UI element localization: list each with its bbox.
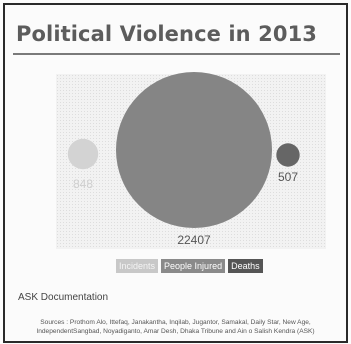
sources-line-2: IndependentSangbad, Noyadiganto, Amar De… bbox=[36, 328, 315, 335]
data-label-deaths: 507 bbox=[278, 170, 298, 184]
sources-line-1: Sources : Prothom Alo, Ittefaq, Janakant… bbox=[40, 319, 311, 326]
legend-people-injured[interactable]: People Injured bbox=[161, 259, 226, 273]
data-label-incidents: 848 bbox=[73, 177, 93, 191]
sources-text: Sources : Prothom Alo, Ittefaq, Janakant… bbox=[10, 318, 341, 336]
legend-incidents[interactable]: Incidents bbox=[116, 259, 159, 273]
chart-title: Political Violence in 2013 bbox=[16, 22, 317, 46]
bubble-people-injured[interactable] bbox=[116, 72, 272, 228]
bubble-incidents[interactable] bbox=[67, 138, 99, 170]
documentation-heading: ASK Documentation bbox=[18, 292, 109, 303]
chart-legend: Incidents People Injured Deaths bbox=[116, 259, 263, 273]
title-divider bbox=[13, 53, 340, 55]
data-label-people-injured: 22407 bbox=[177, 233, 211, 247]
legend-deaths[interactable]: Deaths bbox=[228, 259, 263, 273]
bubble-deaths[interactable] bbox=[276, 143, 300, 167]
